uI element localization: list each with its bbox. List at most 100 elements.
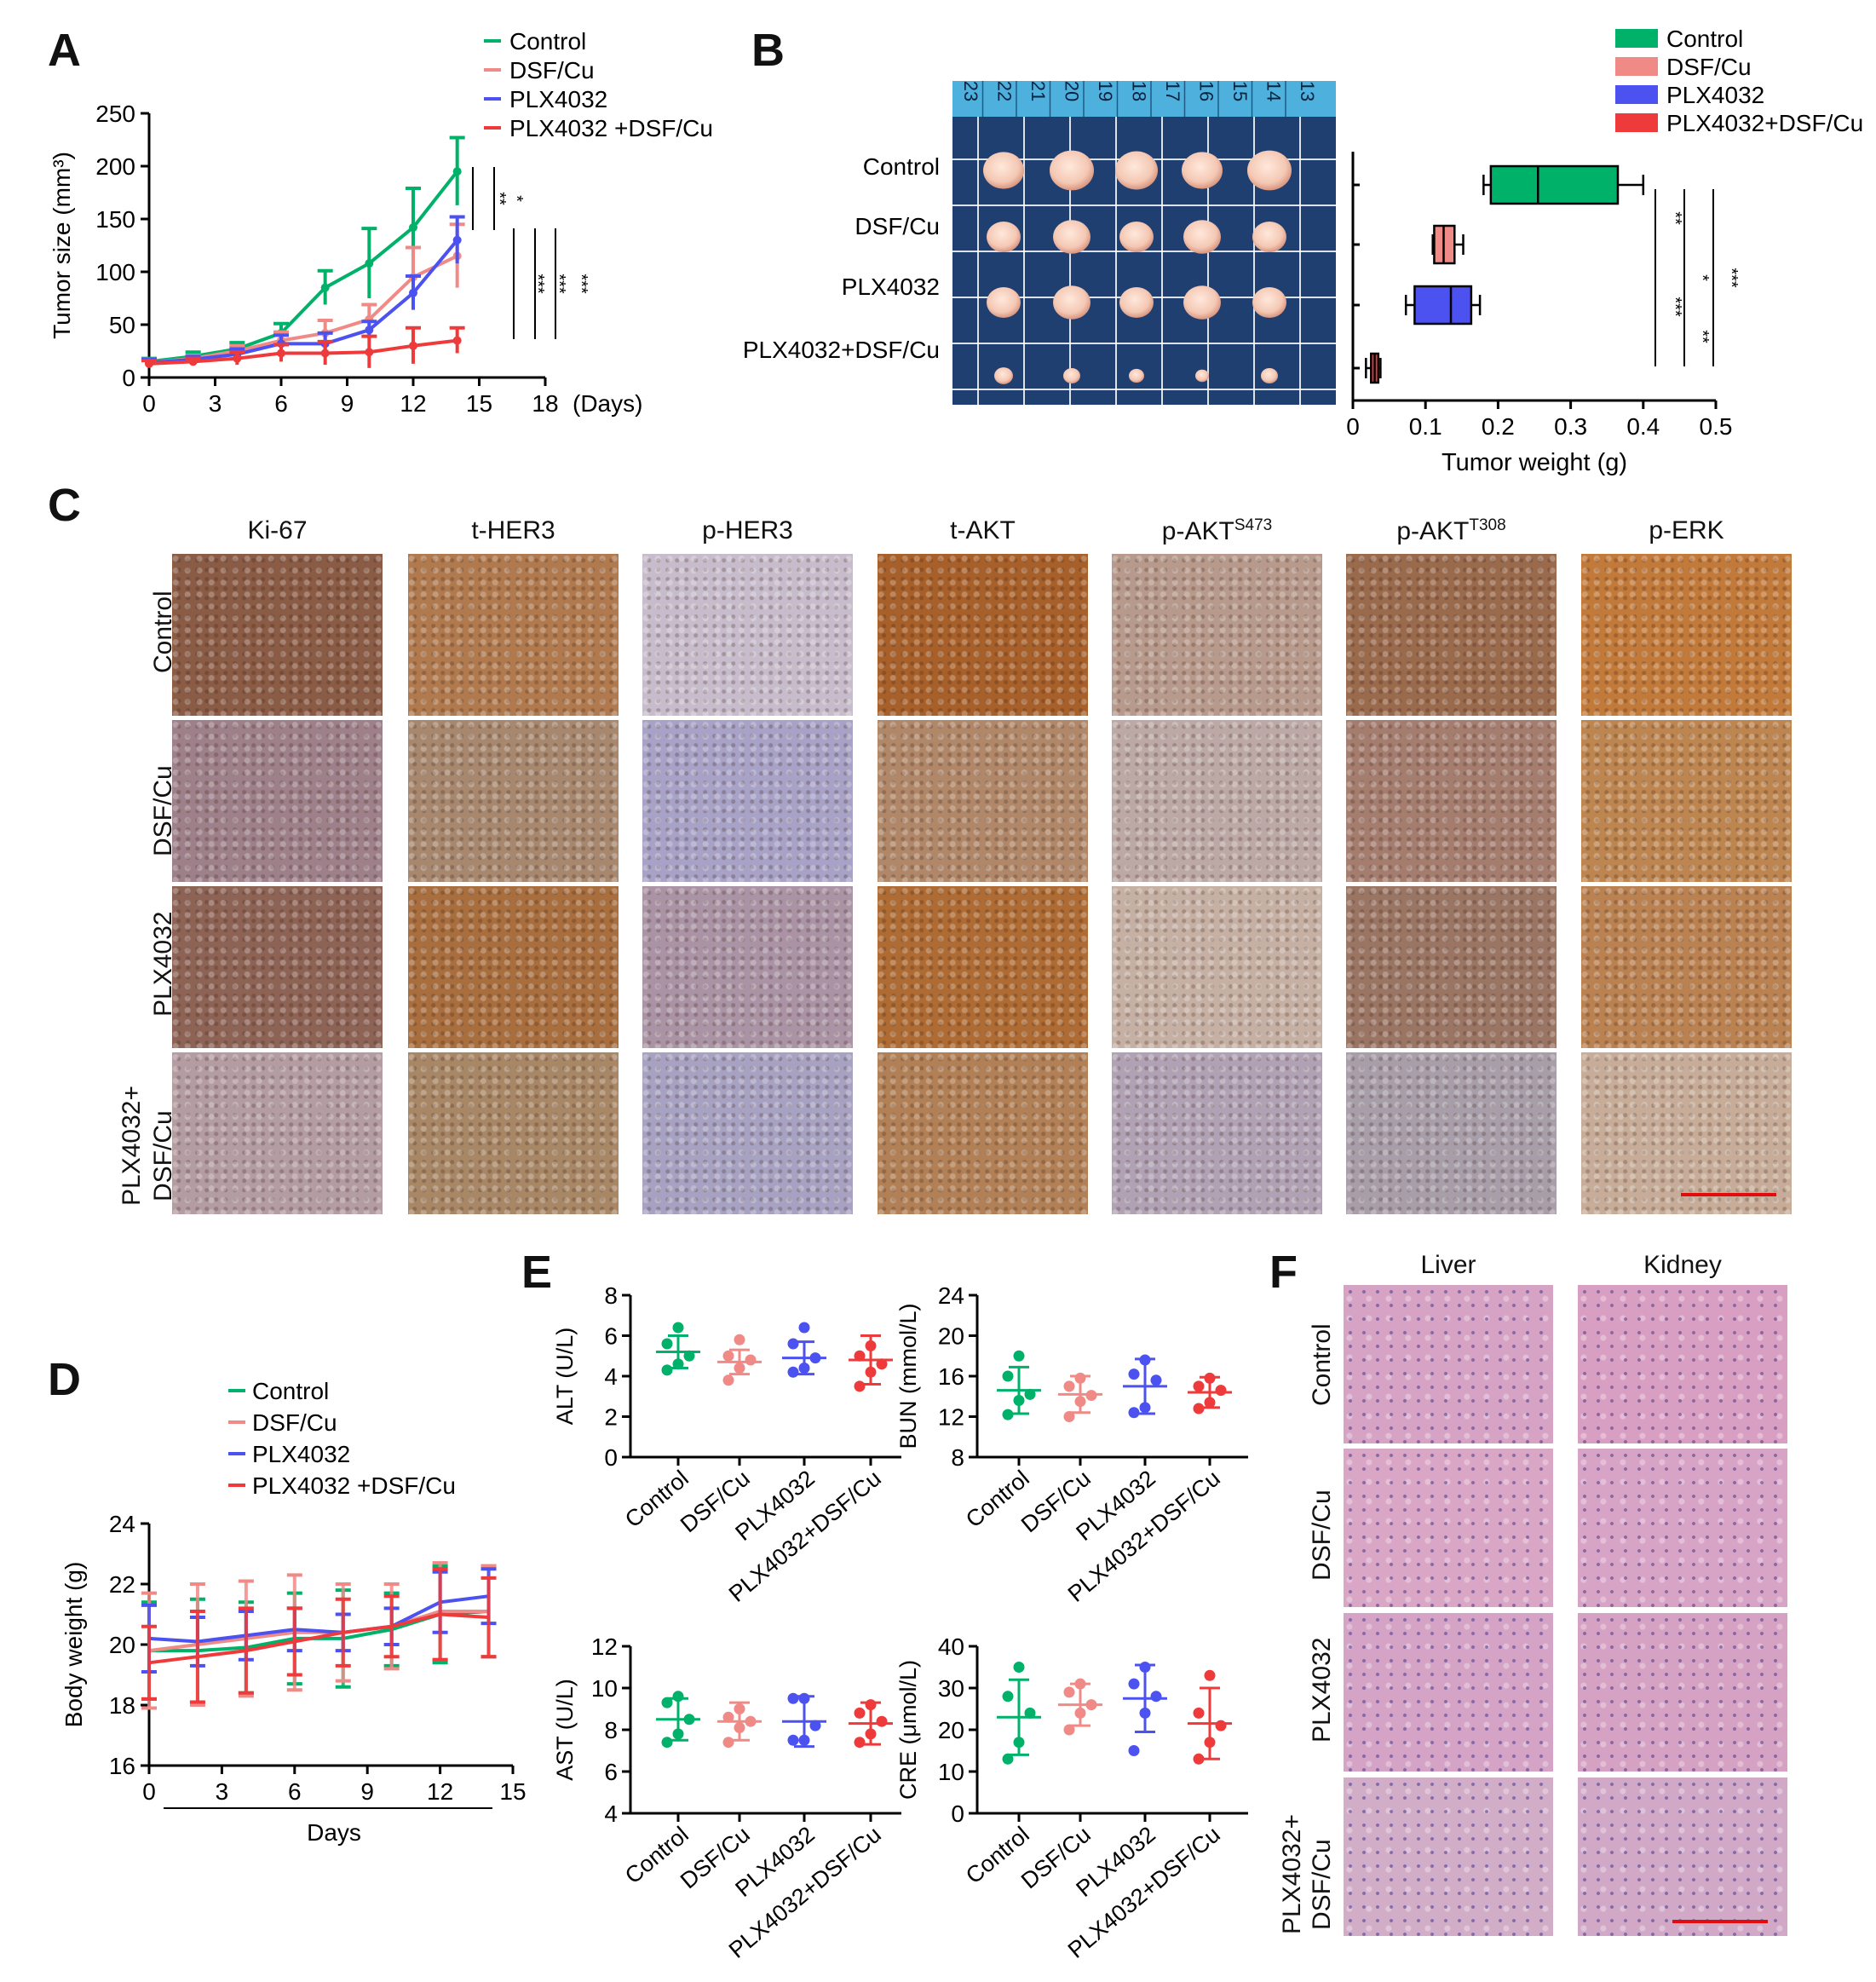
tumor-photo: 23 22 21 20 19 18 17 16 15 14 13 [952,81,1336,405]
ihc-column-label: t-HER3 [471,516,555,544]
ihc-image-tile [1346,554,1557,716]
he-column-header: Kidney [1643,1251,1722,1279]
y-axis-label: AST (U/L) [552,1679,578,1781]
data-point [1128,1368,1140,1380]
data-point [409,288,417,297]
x-tick-label: 0.3 [1554,413,1587,440]
he-image-tile [1344,1449,1553,1607]
x-axis-unit: (Days) [573,390,642,417]
legend-label: PLX4032+DSF/Cu [1666,110,1863,136]
scale-bar [1681,1193,1776,1196]
data-point [1193,1380,1205,1392]
y-tick-label: 22 [109,1571,135,1598]
y-tick-label: 8 [604,1717,618,1743]
significance-mark: ** [1693,330,1712,343]
tumor-specimen [1261,368,1278,383]
ihc-image-tile [1581,1052,1792,1214]
data-point [1150,1374,1162,1386]
tumor-size-chart: 0 50 100 150 200 250 0 3 6 9 12 15 18 (Days) Tumor siz… [49,28,713,417]
ihc-image-tile [642,720,853,882]
data-point [722,1374,734,1386]
legend-label: PLX4032 [252,1441,350,1467]
x-axis-label: Tumor weight (g) [1442,449,1627,476]
tumor-specimen [1053,285,1090,320]
y-tick-label: 10 [591,1675,618,1702]
x-tick-label: 0.5 [1700,413,1733,440]
panel-letter-e: E [521,1247,553,1298]
tumor-specimen [983,152,1024,189]
ihc-image-tile [1112,554,1322,716]
y-tick-label: 4 [604,1363,618,1390]
data-point [452,235,462,245]
x-axis-label: Days [307,1819,361,1846]
ihc-image-tile [878,886,1088,1048]
x-tick-label: 15 [499,1778,526,1805]
tumor-specimen [1182,152,1223,189]
data-point [854,1350,866,1362]
panel-letter-b: B [751,25,785,76]
panel-letter-a: A [48,25,81,76]
ihc-column-header: t-AKT [860,516,1105,545]
data-point [661,1364,673,1376]
y-tick-label: 0 [604,1444,618,1471]
significance-mark: *** [1722,268,1741,288]
data-point [798,1692,810,1704]
y-tick-label: 12 [938,1404,964,1431]
data-point [798,1734,810,1746]
x-tick-label: 9 [341,390,354,417]
scale-bar [1672,1920,1768,1923]
data-point [1128,1407,1140,1419]
tumor-specimen [1050,150,1094,191]
tumor-specimen [1129,368,1144,383]
he-image-tile [1344,1285,1553,1443]
ihc-image-tile [172,886,383,1048]
data-point [145,359,153,368]
data-point [1002,1409,1014,1420]
tumor-specimen [1195,369,1209,383]
significance-mark: *** [528,274,547,294]
data-point [1193,1707,1205,1719]
he-row-label: DSF/Cu [1308,1839,1336,1930]
x-tick-label: 9 [360,1778,374,1805]
data-point [734,1363,745,1374]
ihc-image-tile [1346,1052,1557,1214]
tumor-specimen [1252,287,1286,318]
legend-swatch [1615,85,1658,104]
y-tick-label: 16 [109,1753,135,1779]
data-point [854,1737,866,1749]
tumor-specimen [1183,285,1221,320]
data-point [320,283,330,292]
y-tick-label: 150 [95,206,135,233]
ihc-image-tile [642,886,853,1048]
data-point [854,1707,866,1719]
data-point [188,357,198,366]
y-tick-label: 250 [95,101,135,127]
data-point [672,1322,684,1334]
ihc-image-tile [408,554,619,716]
ruler-number: 13 [1297,81,1318,101]
ruler-number: 15 [1229,81,1251,101]
significance-mark: * [507,195,526,202]
data-point [787,1338,799,1350]
y-tick-label: 20 [938,1717,964,1743]
ihc-image-tile [408,886,619,1048]
data-point [365,326,374,335]
data-point [787,1692,799,1704]
ruler-number: 19 [1095,81,1116,101]
row-label: PLX4032 [842,274,940,300]
data-point [1063,1724,1075,1736]
legend-label: Control [252,1378,329,1404]
ihc-column-superscript: S473 [1234,516,1273,534]
significance-mark: *** [572,274,590,294]
legend-label: Control [509,28,586,55]
he-image-tile [1578,1613,1787,1772]
y-tick-label: 8 [604,1282,618,1309]
data-point [1139,1662,1151,1673]
legend-label: Control [1666,26,1743,52]
data-point [1074,1707,1086,1719]
ihc-image-tile [642,554,853,716]
tumor-specimen [1115,151,1158,190]
data-point [865,1728,877,1740]
data-point [876,1715,888,1727]
